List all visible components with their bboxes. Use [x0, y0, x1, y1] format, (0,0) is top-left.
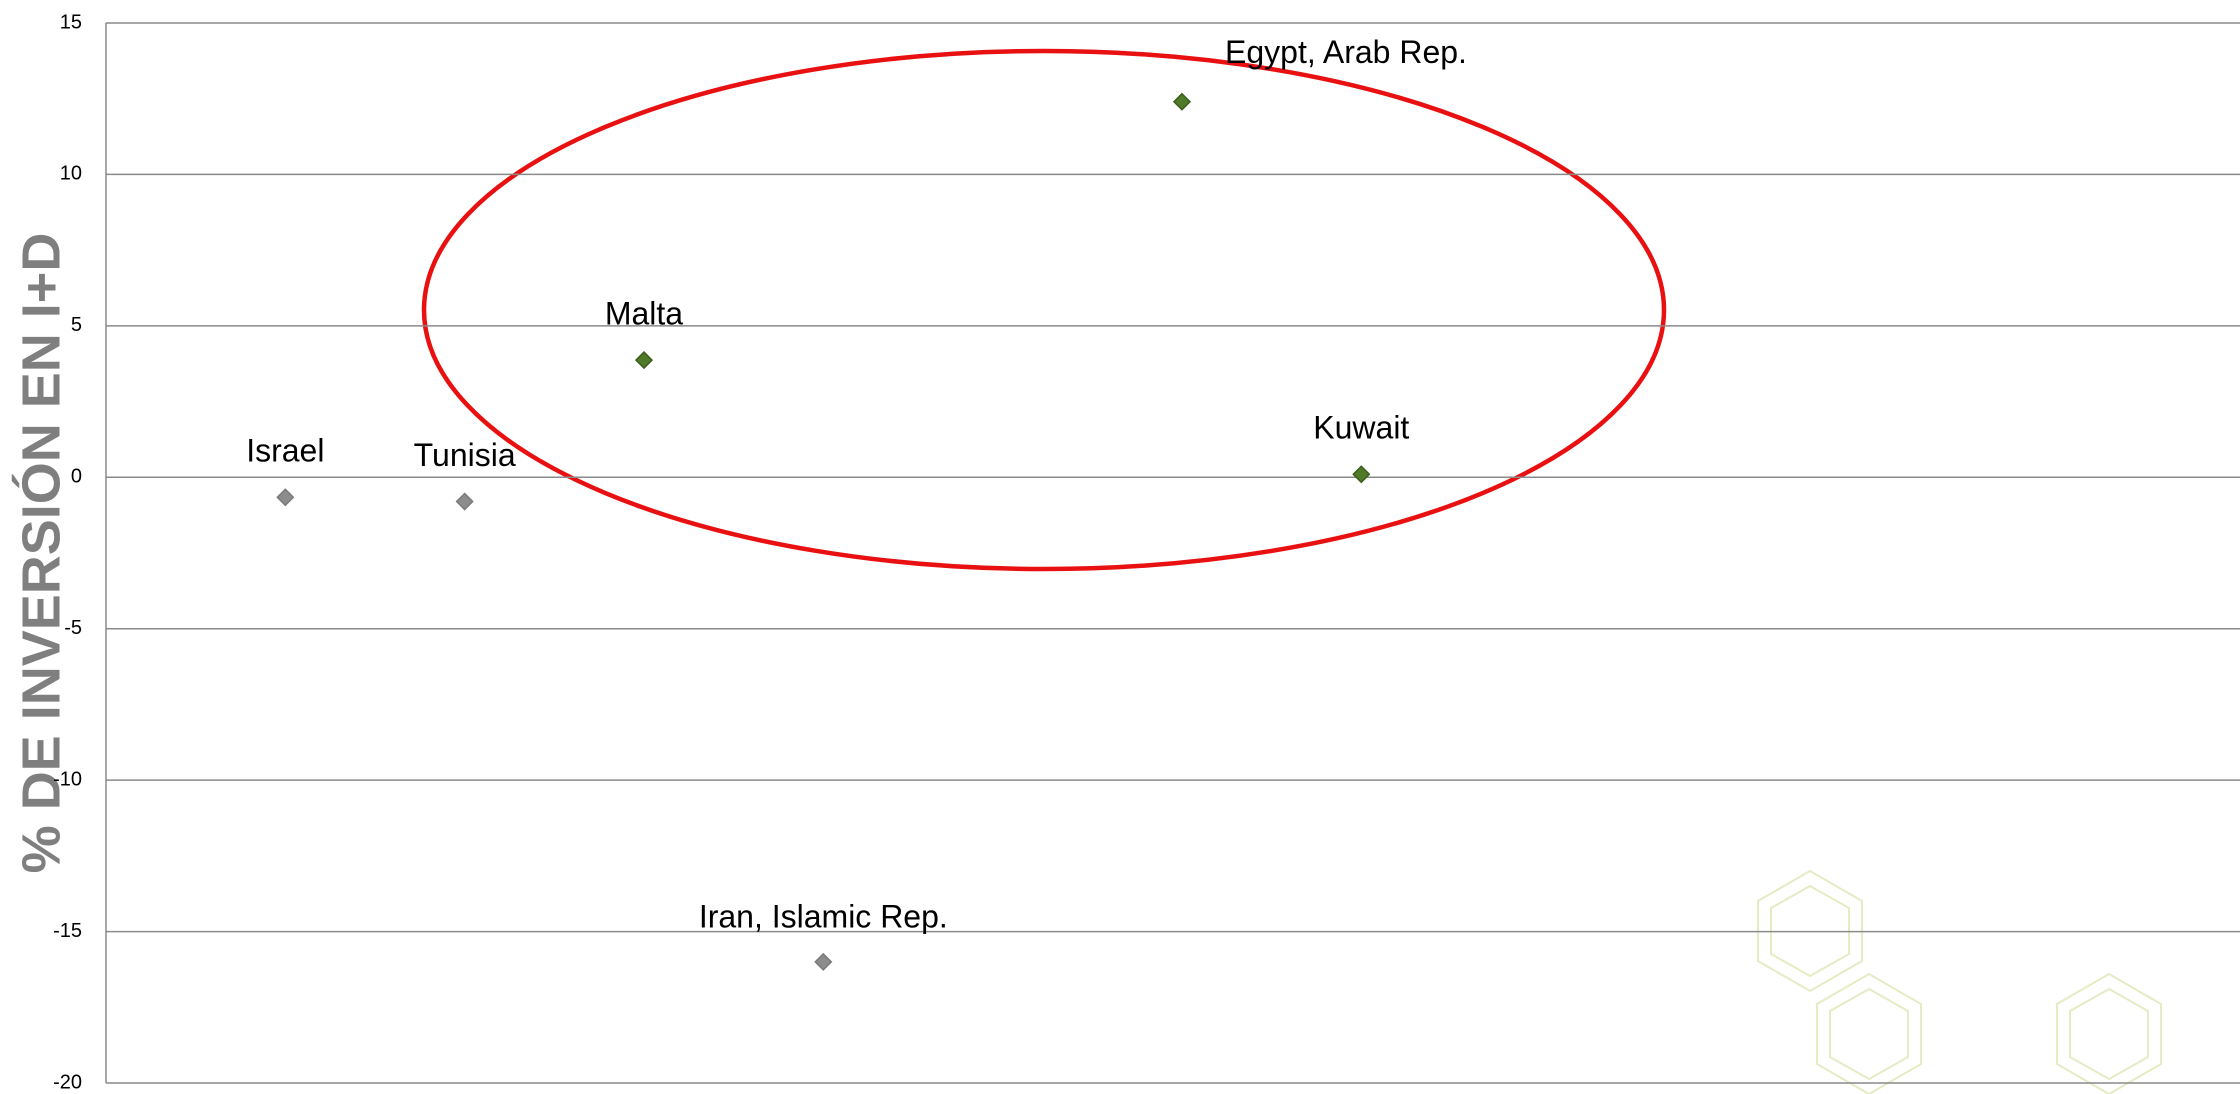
point — [455, 492, 474, 511]
point-label: Kuwait — [1313, 410, 1409, 446]
point — [1172, 92, 1192, 111]
point — [634, 351, 654, 370]
y-tick-label: 10 — [60, 163, 82, 185]
y-axis-title: % DE INVERSIÓN EN I+D — [11, 233, 71, 874]
y-tick-label: 15 — [60, 11, 82, 33]
highlight-ellipse — [421, 48, 1667, 572]
point — [1352, 465, 1371, 484]
point — [814, 952, 833, 971]
point-label: Tunisia — [414, 437, 516, 473]
point-label: Iran, Islamic Rep. — [699, 898, 948, 934]
y-tick-label: -15 — [53, 920, 82, 942]
y-tick-label: -10 — [53, 768, 82, 790]
decoration — [1757, 869, 2162, 1094]
point-label: Malta — [605, 296, 683, 332]
point — [276, 488, 295, 507]
y-tick-label: 5 — [71, 314, 82, 336]
point-label: Israel — [246, 433, 324, 469]
y-tick-label: -5 — [64, 617, 82, 639]
y-tick-label: -20 — [53, 1071, 82, 1093]
point-label: Egypt, Arab Rep. — [1225, 34, 1467, 70]
y-tick-label: 0 — [71, 466, 82, 488]
